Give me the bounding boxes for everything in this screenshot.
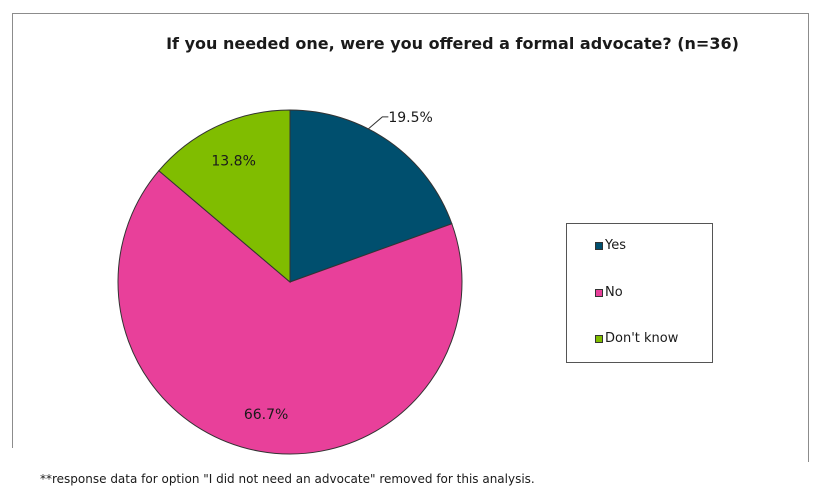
legend-swatch-dont-know bbox=[595, 334, 603, 343]
pie-slice-don-t-know bbox=[158, 109, 291, 284]
legend-label-dont-know: Don't know bbox=[605, 331, 679, 346]
pie-slice-no bbox=[117, 170, 463, 455]
pie-slices bbox=[117, 109, 463, 455]
legend-swatch-no bbox=[595, 288, 603, 297]
chart-title: If you needed one, were you offered a fo… bbox=[166, 34, 739, 53]
chart-frame bbox=[12, 13, 809, 462]
legend-item-dont-know: Don't know bbox=[595, 331, 678, 346]
data-label-yes: 19.5% bbox=[388, 110, 432, 126]
pie-labels: 19.5% 66.7% 13.8% bbox=[211, 110, 432, 423]
legend-item-yes: Yes bbox=[595, 238, 626, 253]
data-label-no: 66.7% bbox=[244, 407, 288, 423]
leader-line-yes bbox=[368, 116, 389, 130]
data-label-don-t-know: 13.8% bbox=[211, 153, 255, 169]
legend-label-no: No bbox=[605, 285, 623, 300]
legend-label-yes: Yes bbox=[605, 238, 626, 253]
pie-slice-yes bbox=[289, 109, 453, 283]
legend-swatch-yes bbox=[595, 241, 603, 250]
footnote: **response data for option "I did not ne… bbox=[40, 472, 535, 486]
legend-item-no: No bbox=[595, 285, 623, 300]
legend: Yes No Don't know bbox=[566, 223, 713, 363]
